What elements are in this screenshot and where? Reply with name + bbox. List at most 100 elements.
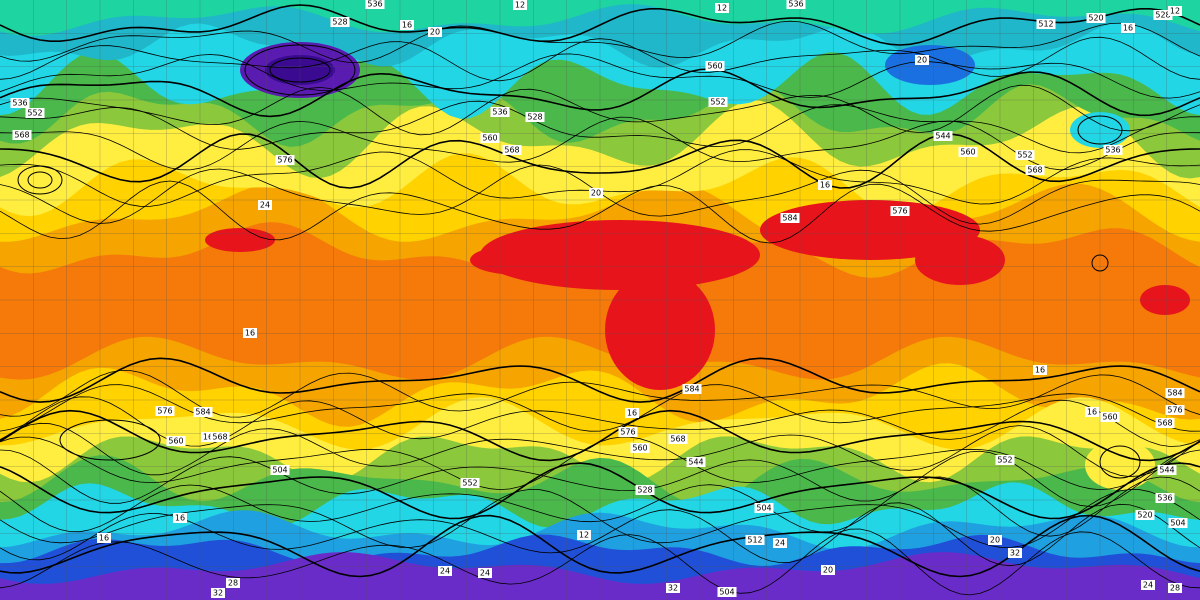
contour-label: 552 [997,456,1012,465]
contour-label: 504 [756,504,771,513]
height-contours [0,4,1200,596]
label-box [1155,493,1175,503]
closed-contour [244,44,356,96]
label-box [480,133,500,143]
label-box [1100,412,1120,422]
label-box [1085,407,1099,417]
contour-label: 560 [632,444,647,453]
hot-patch [205,228,275,252]
contour-label: 536 [1157,494,1172,503]
contour-label: 16 [1123,24,1133,33]
label-box [210,432,230,442]
contour-line [0,462,1200,520]
blob [885,45,975,85]
contour-label: 576 [277,156,292,165]
contour-label: 552 [1017,151,1032,160]
closed-contour [59,419,161,461]
contour-label: 576 [157,407,172,416]
label-box [589,188,603,198]
label-box [708,97,728,107]
contour-line [0,502,1200,567]
label-box [686,457,706,467]
contour-label: 16 [203,433,213,442]
contour-line [0,53,1200,99]
label-box [933,131,953,141]
contour-label: 568 [1157,419,1172,428]
contour-line [0,100,1200,154]
label-box [502,145,522,155]
label-box [988,535,1002,545]
contour-label: 20 [917,56,927,65]
contour-label: 512 [747,536,762,545]
contour-label: 20 [430,28,440,37]
contour-label: 16 [627,409,637,418]
label-box [682,384,702,394]
label-box [635,485,655,495]
label-box [25,108,45,118]
label-box [958,147,978,157]
label-box [1165,405,1185,415]
label-box [786,0,806,9]
label-box [97,533,111,543]
contour-label: 584 [195,408,210,417]
contour-line [0,488,1200,548]
contour-label: 544 [1159,466,1174,475]
contour-label: 32 [213,589,223,598]
contour-label: 552 [27,109,42,118]
contour-label: 560 [482,134,497,143]
label-box [173,513,187,523]
contour-line [0,36,1200,82]
label-box [211,588,225,598]
contour-label: 536 [1105,146,1120,155]
contour-label: 584 [1167,389,1182,398]
contour-label: 16 [402,21,412,30]
label-box [1153,10,1173,20]
contour-label: 12 [1170,7,1180,16]
contour-line [0,514,1200,578]
label-box [400,20,414,30]
label-box [995,455,1015,465]
contour-label: 568 [670,435,685,444]
contour-label: 568 [504,146,519,155]
label-box [915,55,929,65]
label-box [478,568,492,578]
contour-label: 32 [668,584,678,593]
label-box [668,434,688,444]
contour-label: 504 [272,466,287,475]
contour-line [0,436,1200,491]
contour-line [0,476,1200,537]
closed-contour [17,165,63,195]
contour-label: 536 [12,99,27,108]
label-box [1141,580,1155,590]
label-box [10,98,30,108]
label-box [275,155,295,165]
label-box [1165,388,1185,398]
label-box [12,130,32,140]
label-box [193,407,213,417]
hot-patch [605,270,715,390]
contour-label: 504 [1170,519,1185,528]
contour-label: 16 [245,329,255,338]
contour-line [0,116,1200,171]
label-box [1155,418,1175,428]
label-box [625,408,639,418]
blob [1085,440,1155,490]
label-box [1015,150,1035,160]
contour-label: 24 [260,201,270,210]
label-box [705,61,725,71]
closed-contour [27,171,53,189]
label-box [1121,23,1135,33]
contour-label: 24 [1143,581,1153,590]
label-box [1168,518,1188,528]
contour-label: 20 [591,189,601,198]
contour-label: 528 [332,18,347,27]
hot-patch [480,220,760,290]
contour-line [0,133,1200,189]
closed-contour [1091,254,1109,272]
contour-label: 544 [935,132,950,141]
label-box [1036,19,1056,29]
label-box [155,406,175,416]
contour-label: 24 [440,567,450,576]
contour-line [0,180,1200,244]
